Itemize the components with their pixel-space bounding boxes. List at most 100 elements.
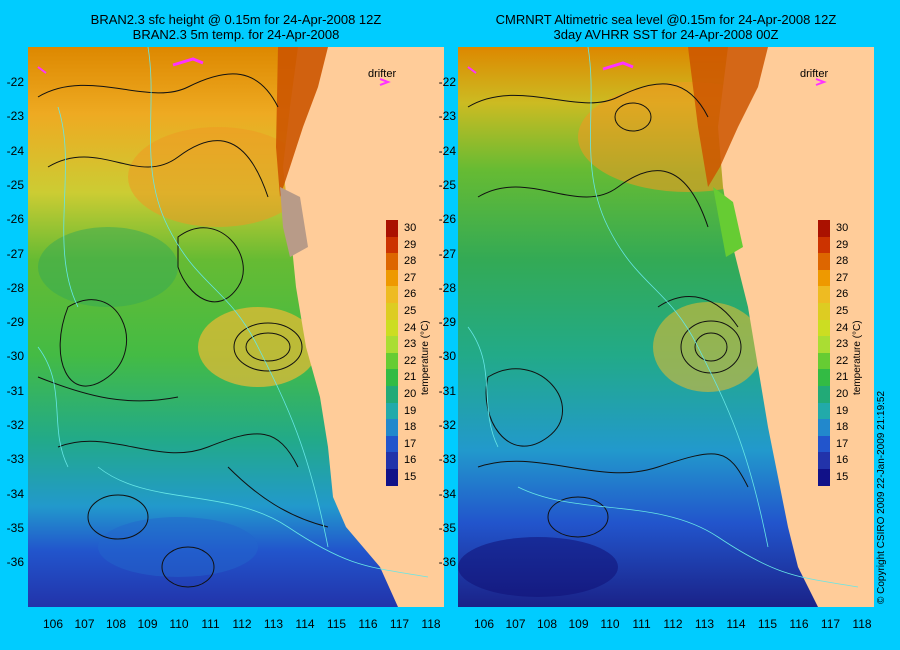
colorbar-segment [386,435,398,453]
colorbar-tick: 16 [836,454,849,467]
colorbar-tick: 20 [836,388,849,400]
colorbar-tick: 20 [404,388,417,400]
latitude-label: -31 [6,383,24,398]
latitude-label: -32 [6,418,24,432]
right-title-line1: CMRNRT Altimetric sea level @0.15m for 2… [495,12,837,27]
longitude-label: 115 [757,617,778,631]
colorbar-tick: 29 [836,238,849,251]
latitude-label: -36 [438,555,456,570]
colorbar-segment [386,220,398,237]
latitude-label: -35 [6,520,24,535]
colorbar-segment [386,236,398,254]
copyright-text: © Copyright CSIRO 2009 22-Jan-2009 21:19… [876,390,887,604]
latitude-label: -24 [6,143,24,158]
colorbar-tick: 24 [404,321,417,334]
colorbar-tick: 29 [404,238,417,251]
longitude-label: 110 [169,617,189,631]
colorbar-tick: 22 [836,354,849,367]
longitude-label: 109 [137,617,158,631]
latitude-label: -25 [438,177,456,192]
drifter-label-left: drifter [368,68,397,80]
colorbar-segment [386,303,398,320]
colorbar-tick: 27 [404,271,417,284]
longitude-label: 118 [421,617,441,631]
colorbar-segment [818,303,830,320]
longitude-label: 117 [389,617,410,631]
right-title: CMRNRT Altimetric sea level @0.15m for 2… [458,12,874,42]
latitude-label: -36 [6,555,24,570]
colorbar-tick: 27 [836,271,849,284]
colorbar-label: temperature (°C) [420,320,431,395]
colorbar-tick: 24 [836,321,849,334]
colorbar-tick: 30 [404,222,417,234]
colorbar-segment [386,469,398,486]
longitude-label: 106 [473,617,495,631]
colorbar-segment [818,419,830,436]
latitude-label: -28 [6,280,24,295]
colorbar-segment [818,253,830,270]
colorbar-tick: 30 [836,222,849,234]
longitude-label: 117 [820,617,841,631]
drifter-label-right: drifter [800,68,829,80]
longitude-label: 109 [568,617,589,631]
colorbar-segment [386,253,398,270]
longitude-label: 116 [789,617,809,631]
latitude-label: -23 [438,109,456,124]
left-title: BRAN2.3 sfc height @ 0.15m for 24-Apr-20… [28,12,444,42]
colorbar-tick: 28 [404,255,417,268]
colorbar-segment [386,386,398,403]
colorbar-segment [386,319,398,337]
latitude-label: -27 [438,246,456,261]
australia-land [283,47,444,607]
colorbar-segment [818,452,830,469]
longitude-label: 113 [263,617,284,631]
colorbar-segment [818,236,830,254]
colorbar-tick: 26 [404,288,417,301]
longitude-label: 108 [105,617,127,631]
latitude-label: -30 [438,349,456,364]
colorbar-segment [386,419,398,436]
longitude-label: 112 [232,617,252,631]
left-title-line1: BRAN2.3 sfc height @ 0.15m for 24-Apr-20… [90,12,382,27]
latitude-label: -27 [6,246,24,261]
colorbar-segment [818,469,830,486]
colorbar-tick: 25 [836,305,849,317]
colorbar-tick: 19 [836,404,849,417]
colorbar-segment [818,336,830,353]
colorbar-tick: 15 [404,471,417,483]
right-title-line2: 3day AVHRR SST for 24-Apr-2008 00Z [553,27,779,42]
longitude-label: 108 [536,617,558,631]
colorbar-segment [818,369,830,386]
colorbar-segment [386,402,398,420]
colorbar-segment [818,269,830,287]
longitude-label: 110 [600,617,620,631]
latitude-label: -32 [438,418,456,432]
colorbar-tick: 16 [404,454,417,467]
latitude-label: -33 [6,452,24,467]
colorbar-tick: 23 [404,338,417,351]
longitude-label: 118 [852,617,872,631]
left-title-line2: BRAN2.3 5m temp. for 24-Apr-2008 [132,27,340,42]
colorbar-tick: 19 [404,404,417,417]
colorbar-segment [818,286,830,303]
latitude-label: -23 [6,109,24,124]
colorbar-tick: 21 [404,371,417,384]
colorbar-segment [818,220,830,237]
latitude-label: -29 [6,315,24,330]
longitude-label: 116 [358,617,378,631]
colorbar-tick: 25 [404,305,417,317]
colorbar-segment [386,269,398,287]
latitude-label: -22 [438,75,456,89]
longitude-label: 114 [295,617,315,631]
colorbar-tick: 26 [836,288,849,301]
latitude-label: -34 [6,486,24,501]
colorbar-tick: 17 [836,437,849,450]
latitude-label: -28 [438,280,456,295]
colorbar-segment [386,369,398,386]
colorbar-segment [386,352,398,370]
latitude-label: -26 [6,212,24,227]
longitude-label: 114 [726,617,746,631]
colorbar-segment [386,452,398,469]
colorbar-segment [818,435,830,453]
right-map [458,47,874,607]
